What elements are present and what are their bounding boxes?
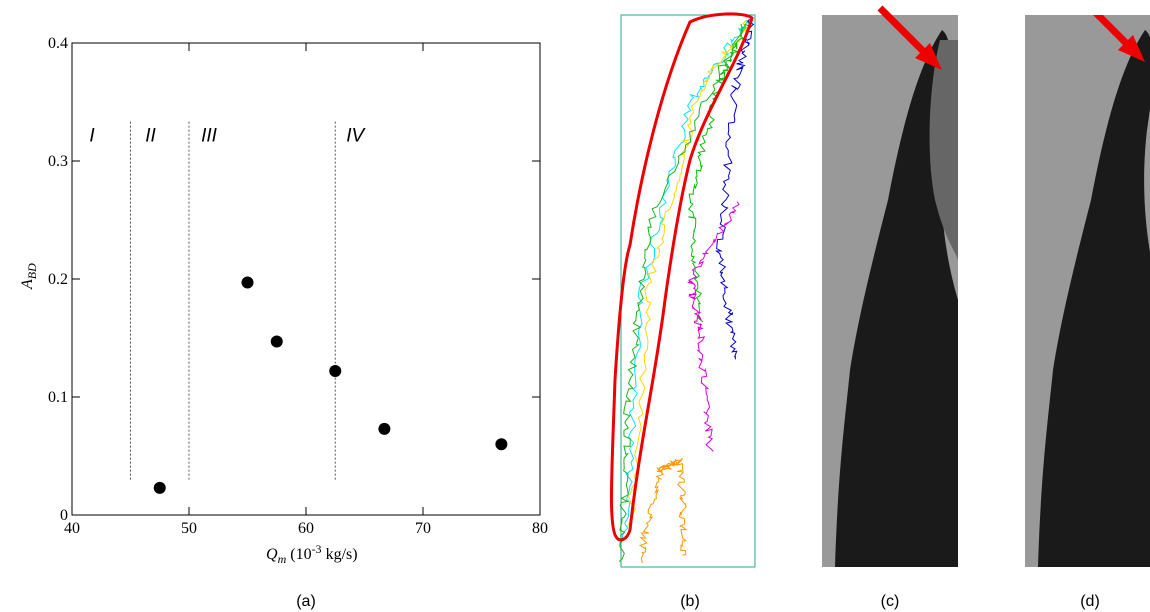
dark-region (835, 30, 958, 567)
y-tick-label: 0.1 (48, 389, 68, 406)
trace (687, 19, 751, 323)
data-point (329, 365, 342, 378)
arrow-head (1118, 35, 1145, 62)
trace (638, 457, 688, 564)
dark-region (1038, 30, 1150, 567)
light-strip (929, 40, 958, 260)
y-tick-label: 0.2 (48, 271, 68, 288)
data-point (270, 335, 283, 348)
arrow-head (915, 43, 942, 70)
arrow-shaft (1093, 15, 1136, 53)
region-label: II (145, 126, 156, 147)
trace (626, 19, 753, 528)
y-axis-label: ABD (19, 263, 39, 290)
data-point (153, 481, 166, 494)
trace (714, 18, 755, 360)
x-axis-label: Qm (10-3 kg/s) (266, 542, 358, 566)
y-tick-label: 0 (60, 507, 68, 524)
x-tick-label: 80 (532, 520, 548, 537)
arrow-shaft (877, 5, 933, 61)
y-axis-label-part: A (19, 279, 36, 290)
panel-label: (c) (881, 593, 900, 610)
x-tick-label: 50 (181, 520, 197, 537)
data-point (241, 276, 254, 289)
data-point (378, 422, 391, 435)
highlight-loop (609, 12, 754, 542)
region-label: III (201, 126, 218, 147)
panel-label: (a) (296, 593, 316, 610)
data-point (495, 438, 508, 451)
region-label: IV (346, 126, 366, 147)
x-axis-label-part: -3 (312, 542, 322, 556)
trace (620, 21, 748, 543)
panel-frame (620, 14, 756, 568)
x-axis-label-part: kg/s) (322, 546, 358, 563)
panel-label: (b) (680, 593, 700, 610)
x-axis-label-part: (10 (286, 546, 311, 563)
y-tick-label: 0.4 (48, 35, 68, 52)
x-tick-label: 70 (415, 520, 431, 537)
photo-panel (822, 5, 958, 567)
trajectory-panel (618, 14, 756, 568)
plot-frame (71, 42, 541, 516)
region-label: I (89, 126, 95, 147)
x-axis-label-part: m (278, 552, 287, 566)
y-tick-label: 0.3 (48, 153, 68, 170)
y-axis-label-part: BD (25, 263, 39, 279)
panel-label: (d) (1080, 593, 1100, 610)
photo-panel (1025, 15, 1150, 567)
trace (687, 201, 740, 452)
x-tick-label: 40 (64, 520, 80, 537)
x-axis-label-part: Q (266, 546, 278, 563)
trace (618, 23, 743, 562)
x-tick-label: 60 (298, 520, 314, 537)
